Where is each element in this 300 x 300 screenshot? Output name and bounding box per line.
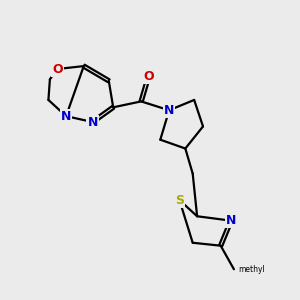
- Text: N: N: [164, 104, 174, 117]
- Text: N: N: [226, 214, 236, 227]
- Text: S: S: [175, 194, 184, 207]
- Text: N: N: [87, 116, 98, 128]
- Text: O: O: [143, 70, 154, 83]
- Text: methyl: methyl: [238, 265, 265, 274]
- Text: O: O: [52, 62, 63, 76]
- Text: N: N: [61, 110, 71, 123]
